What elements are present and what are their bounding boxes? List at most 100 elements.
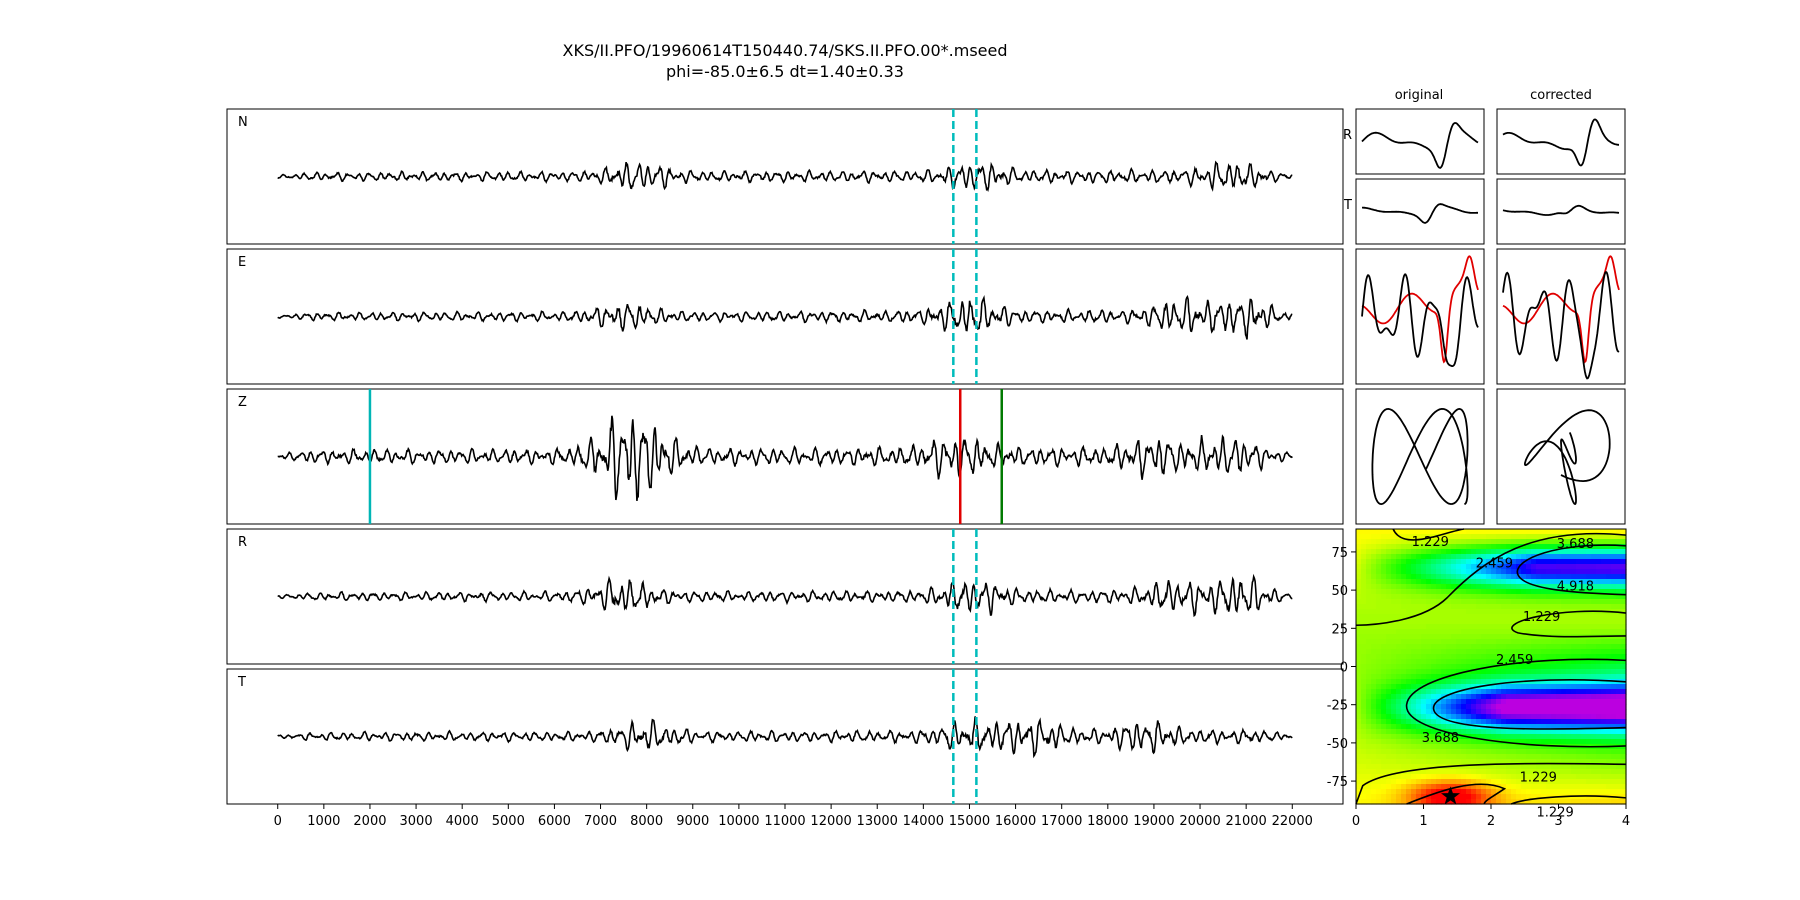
heatmap-cell — [1616, 574, 1622, 580]
heatmap-cell — [1466, 744, 1472, 750]
heatmap-cell — [1601, 604, 1607, 610]
heatmap-cell — [1601, 549, 1607, 555]
heatmap-cell — [1401, 554, 1407, 560]
heatmap-cell — [1436, 659, 1442, 665]
heatmap-cell — [1601, 739, 1607, 745]
heatmap-cell — [1436, 569, 1442, 575]
figure-title: XKS/II.PFO/19960614T150440.74/SKS.II.PFO… — [563, 41, 1008, 60]
heatmap-cell — [1531, 729, 1537, 735]
heatmap-cell — [1421, 529, 1427, 535]
heatmap-cell — [1561, 734, 1567, 740]
heatmap-cell — [1511, 554, 1517, 560]
heatmap-cell — [1611, 739, 1617, 745]
heatmap-cell — [1586, 734, 1592, 740]
heatmap-cell — [1596, 789, 1602, 795]
heatmap-cell — [1531, 779, 1537, 785]
heatmap-cell — [1501, 704, 1507, 710]
heatmap-cell — [1356, 789, 1362, 795]
heatmap-cell — [1456, 589, 1462, 595]
heatmap-cell — [1371, 654, 1377, 660]
heatmap-cell — [1481, 799, 1487, 805]
heatmap-cell — [1426, 679, 1432, 685]
surface-y-tick-label: 75 — [1331, 546, 1348, 561]
heatmap-cell — [1611, 779, 1617, 785]
heatmap-cell — [1476, 599, 1482, 605]
heatmap-cell — [1566, 729, 1572, 735]
heatmap-cell — [1361, 694, 1367, 700]
heatmap-cell — [1426, 664, 1432, 670]
heatmap-cell — [1356, 559, 1362, 565]
heatmap-cell — [1586, 554, 1592, 560]
heatmap-cell — [1551, 734, 1557, 740]
heatmap-cell — [1596, 529, 1602, 535]
heatmap-cell — [1456, 634, 1462, 640]
heatmap-cell — [1496, 674, 1502, 680]
heatmap-cell — [1516, 684, 1522, 690]
heatmap-cell — [1366, 724, 1372, 730]
heatmap-cell — [1401, 559, 1407, 565]
heatmap-cell — [1606, 564, 1612, 570]
heatmap-cell — [1381, 739, 1387, 745]
heatmap-cell — [1406, 764, 1412, 770]
heatmap-cell — [1471, 749, 1477, 755]
heatmap-cell — [1581, 614, 1587, 620]
heatmap-cell — [1381, 589, 1387, 595]
heatmap-cell — [1476, 569, 1482, 575]
heatmap-cell — [1466, 794, 1472, 800]
heatmap-cell — [1501, 764, 1507, 770]
heatmap-cell — [1601, 734, 1607, 740]
heatmap-cell — [1526, 574, 1532, 580]
heatmap-cell — [1576, 749, 1582, 755]
heatmap-cell — [1406, 619, 1412, 625]
heatmap-cell — [1596, 714, 1602, 720]
heatmap-cell — [1386, 679, 1392, 685]
heatmap-cell — [1561, 559, 1567, 565]
heatmap-cell — [1421, 579, 1427, 585]
heatmap-cell — [1411, 709, 1417, 715]
heatmap-cell — [1421, 689, 1427, 695]
heatmap-cell — [1496, 559, 1502, 565]
heatmap-cell — [1566, 784, 1572, 790]
heatmap-cell — [1396, 659, 1402, 665]
heatmap-cell — [1571, 709, 1577, 715]
heatmap-cell — [1426, 529, 1432, 535]
heatmap-cell — [1416, 579, 1422, 585]
heatmap-cell — [1616, 664, 1622, 670]
heatmap-cell — [1571, 684, 1577, 690]
heatmap-cell — [1481, 654, 1487, 660]
heatmap-cell — [1591, 719, 1597, 725]
heatmap-cell — [1471, 554, 1477, 560]
heatmap-cell — [1366, 654, 1372, 660]
heatmap-cell — [1461, 664, 1467, 670]
heatmap-cell — [1406, 714, 1412, 720]
heatmap-cell — [1486, 734, 1492, 740]
heatmap-cell — [1401, 624, 1407, 630]
heatmap-cell — [1356, 729, 1362, 735]
heatmap-cell — [1556, 554, 1562, 560]
heatmap-cell — [1601, 719, 1607, 725]
heatmap-cell — [1591, 704, 1597, 710]
heatmap-cell — [1461, 794, 1467, 800]
heatmap-cell — [1366, 729, 1372, 735]
heatmap-cell — [1376, 734, 1382, 740]
heatmap-cell — [1411, 774, 1417, 780]
heatmap-cell — [1536, 539, 1542, 545]
heatmap-cell — [1521, 704, 1527, 710]
heatmap-cell — [1371, 549, 1377, 555]
heatmap-cell — [1581, 589, 1587, 595]
heatmap-cell — [1376, 574, 1382, 580]
heatmap-cell — [1581, 639, 1587, 645]
heatmap-cell — [1571, 549, 1577, 555]
heatmap-cell — [1421, 554, 1427, 560]
heatmap-cell — [1441, 749, 1447, 755]
heatmap-cell — [1471, 694, 1477, 700]
heatmap-cell — [1521, 674, 1527, 680]
heatmap-cell — [1471, 539, 1477, 545]
surface-y-tick-label: 50 — [1331, 584, 1348, 599]
heatmap-cell — [1386, 569, 1392, 575]
heatmap-cell — [1401, 709, 1407, 715]
heatmap-cell — [1506, 759, 1512, 765]
heatmap-cell — [1496, 584, 1502, 590]
heatmap-cell — [1571, 569, 1577, 575]
heatmap-cell — [1436, 734, 1442, 740]
